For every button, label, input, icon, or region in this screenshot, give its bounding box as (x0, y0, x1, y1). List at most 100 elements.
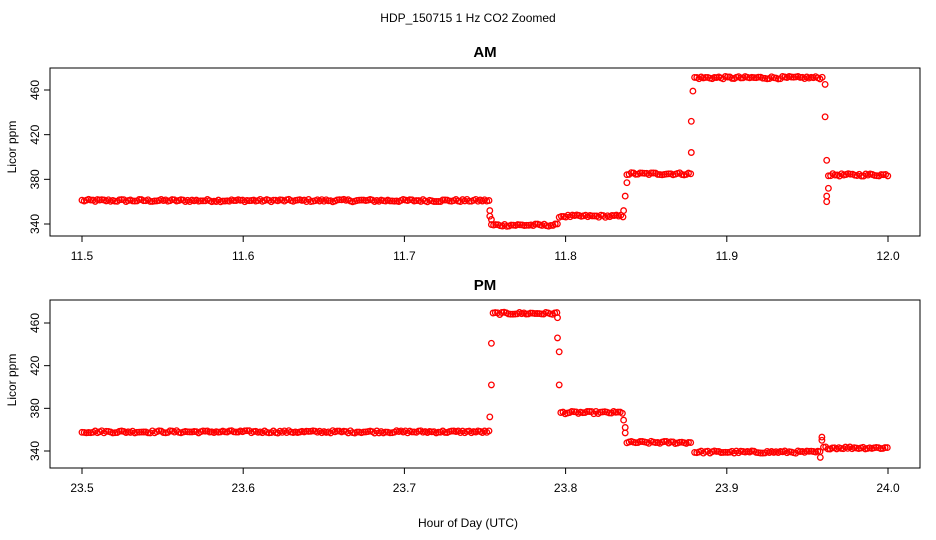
pm-data-point (636, 438, 644, 445)
pm-transition-point (621, 429, 629, 437)
pm-y-axis: 340 380 420 460 (28, 313, 51, 461)
am-transition-point (623, 179, 631, 187)
am-data-point (441, 196, 449, 204)
am-data-point (386, 197, 394, 205)
am-data-point (151, 197, 159, 205)
am-x-tick-label: 11.7 (393, 249, 416, 263)
am-data-point (434, 198, 442, 205)
pm-data-point (614, 408, 622, 416)
am-data-point (230, 197, 238, 205)
pm-y-tick-label: 460 (28, 313, 42, 333)
am-y-tick-label: 420 (28, 124, 42, 144)
pm-transition-point (818, 436, 826, 444)
am-transition-point (823, 156, 831, 164)
pm-data-points (78, 308, 891, 461)
am-y-tick-label: 380 (28, 169, 42, 189)
pm-panel: PM Licor ppm 23.5 23.6 23.7 23.8 23.9 24.0 34… (5, 277, 921, 495)
pm-data-point (652, 439, 659, 447)
pm-data-point (428, 428, 436, 436)
pm-y-axis-label: Licor ppm (5, 354, 19, 407)
am-transition-point (486, 212, 494, 220)
pm-data-point (538, 310, 545, 318)
am-x-tick-label: 12.0 (876, 249, 900, 263)
pm-data-point (881, 444, 889, 452)
am-data-point (557, 212, 565, 220)
pm-data-point (828, 444, 836, 452)
pm-data-point (184, 428, 192, 436)
am-data-point (523, 221, 531, 229)
am-data-point (702, 73, 710, 81)
am-data-point (877, 171, 885, 179)
pm-data-point (509, 310, 517, 318)
am-y-tick-label: 460 (28, 80, 42, 100)
am-data-point (547, 221, 555, 229)
am-data-point (641, 169, 648, 177)
pm-data-point (434, 428, 442, 436)
pm-data-point (140, 428, 148, 436)
pm-y-tick-label: 340 (28, 441, 42, 461)
am-x-tick-label: 11.6 (232, 249, 255, 263)
am-y-tick-label: 340 (28, 214, 42, 234)
x-axis-label: Hour of Day (UTC) (418, 516, 518, 530)
am-data-point (531, 220, 539, 228)
pm-data-point (137, 428, 145, 436)
am-data-point (647, 169, 655, 177)
pm-data-point (522, 310, 530, 318)
pm-transition-point (816, 453, 824, 461)
pm-data-point (883, 444, 891, 452)
pm-transition-point (555, 348, 563, 356)
pm-data-point (533, 310, 541, 317)
am-data-point (199, 197, 207, 205)
am-data-point (687, 170, 695, 178)
am-data-point (737, 74, 745, 82)
pm-x-tick-label: 23.8 (554, 481, 578, 495)
am-data-point (632, 170, 640, 178)
am-data-point (140, 197, 148, 205)
pm-x-tick-label: 23.5 (70, 481, 94, 495)
am-data-point (728, 74, 736, 82)
am-data-point (219, 197, 227, 205)
am-x-axis: 11.5 11.6 11.7 11.8 11.9 12.0 (71, 235, 900, 263)
am-data-point (492, 221, 500, 229)
am-transition-point (486, 207, 494, 215)
pm-data-point (713, 447, 721, 455)
figure-title: HDP_150715 1 Hz CO2 Zoomed (380, 11, 555, 25)
pm-data-point (721, 448, 729, 456)
am-plot-frame (49, 67, 921, 237)
pm-x-tick-label: 23.9 (715, 481, 739, 495)
am-panel: AM Licor ppm 11.5 11.6 11.7 11.8 11.9 12.0 34… (5, 44, 921, 263)
am-data-point (551, 220, 559, 228)
am-transition-point (487, 216, 495, 223)
pm-x-tick-label: 23.7 (393, 481, 417, 495)
pm-data-point (717, 449, 725, 456)
am-data-point (507, 221, 515, 229)
pm-data-point (102, 427, 110, 435)
am-transition-point (687, 117, 695, 125)
am-data-point (649, 169, 657, 177)
am-data-points (78, 73, 892, 230)
pm-data-point (448, 427, 456, 435)
pm-transition-point (487, 339, 495, 347)
pm-data-point (333, 427, 341, 435)
pm-x-axis: 23.5 23.6 23.7 23.8 23.9 24.0 (70, 467, 900, 495)
am-data-point (884, 172, 892, 180)
am-data-point (465, 197, 473, 205)
pm-data-point (527, 309, 534, 317)
pm-data-point (632, 439, 640, 447)
am-data-point (357, 196, 365, 204)
am-data-point (324, 197, 332, 205)
am-transition-point (821, 80, 829, 88)
pm-plot-frame (49, 299, 921, 469)
pm-panel-title: PM (474, 277, 497, 294)
pm-data-point (687, 439, 695, 447)
pm-data-point (660, 438, 668, 445)
pm-data-point (507, 310, 515, 318)
pm-x-tick-label: 24.0 (876, 481, 900, 495)
am-data-point (691, 73, 699, 81)
pm-data-point (441, 428, 449, 436)
pm-data-point (485, 427, 493, 435)
am-data-point (665, 170, 673, 178)
am-data-point (146, 197, 154, 205)
am-data-point (197, 197, 205, 205)
